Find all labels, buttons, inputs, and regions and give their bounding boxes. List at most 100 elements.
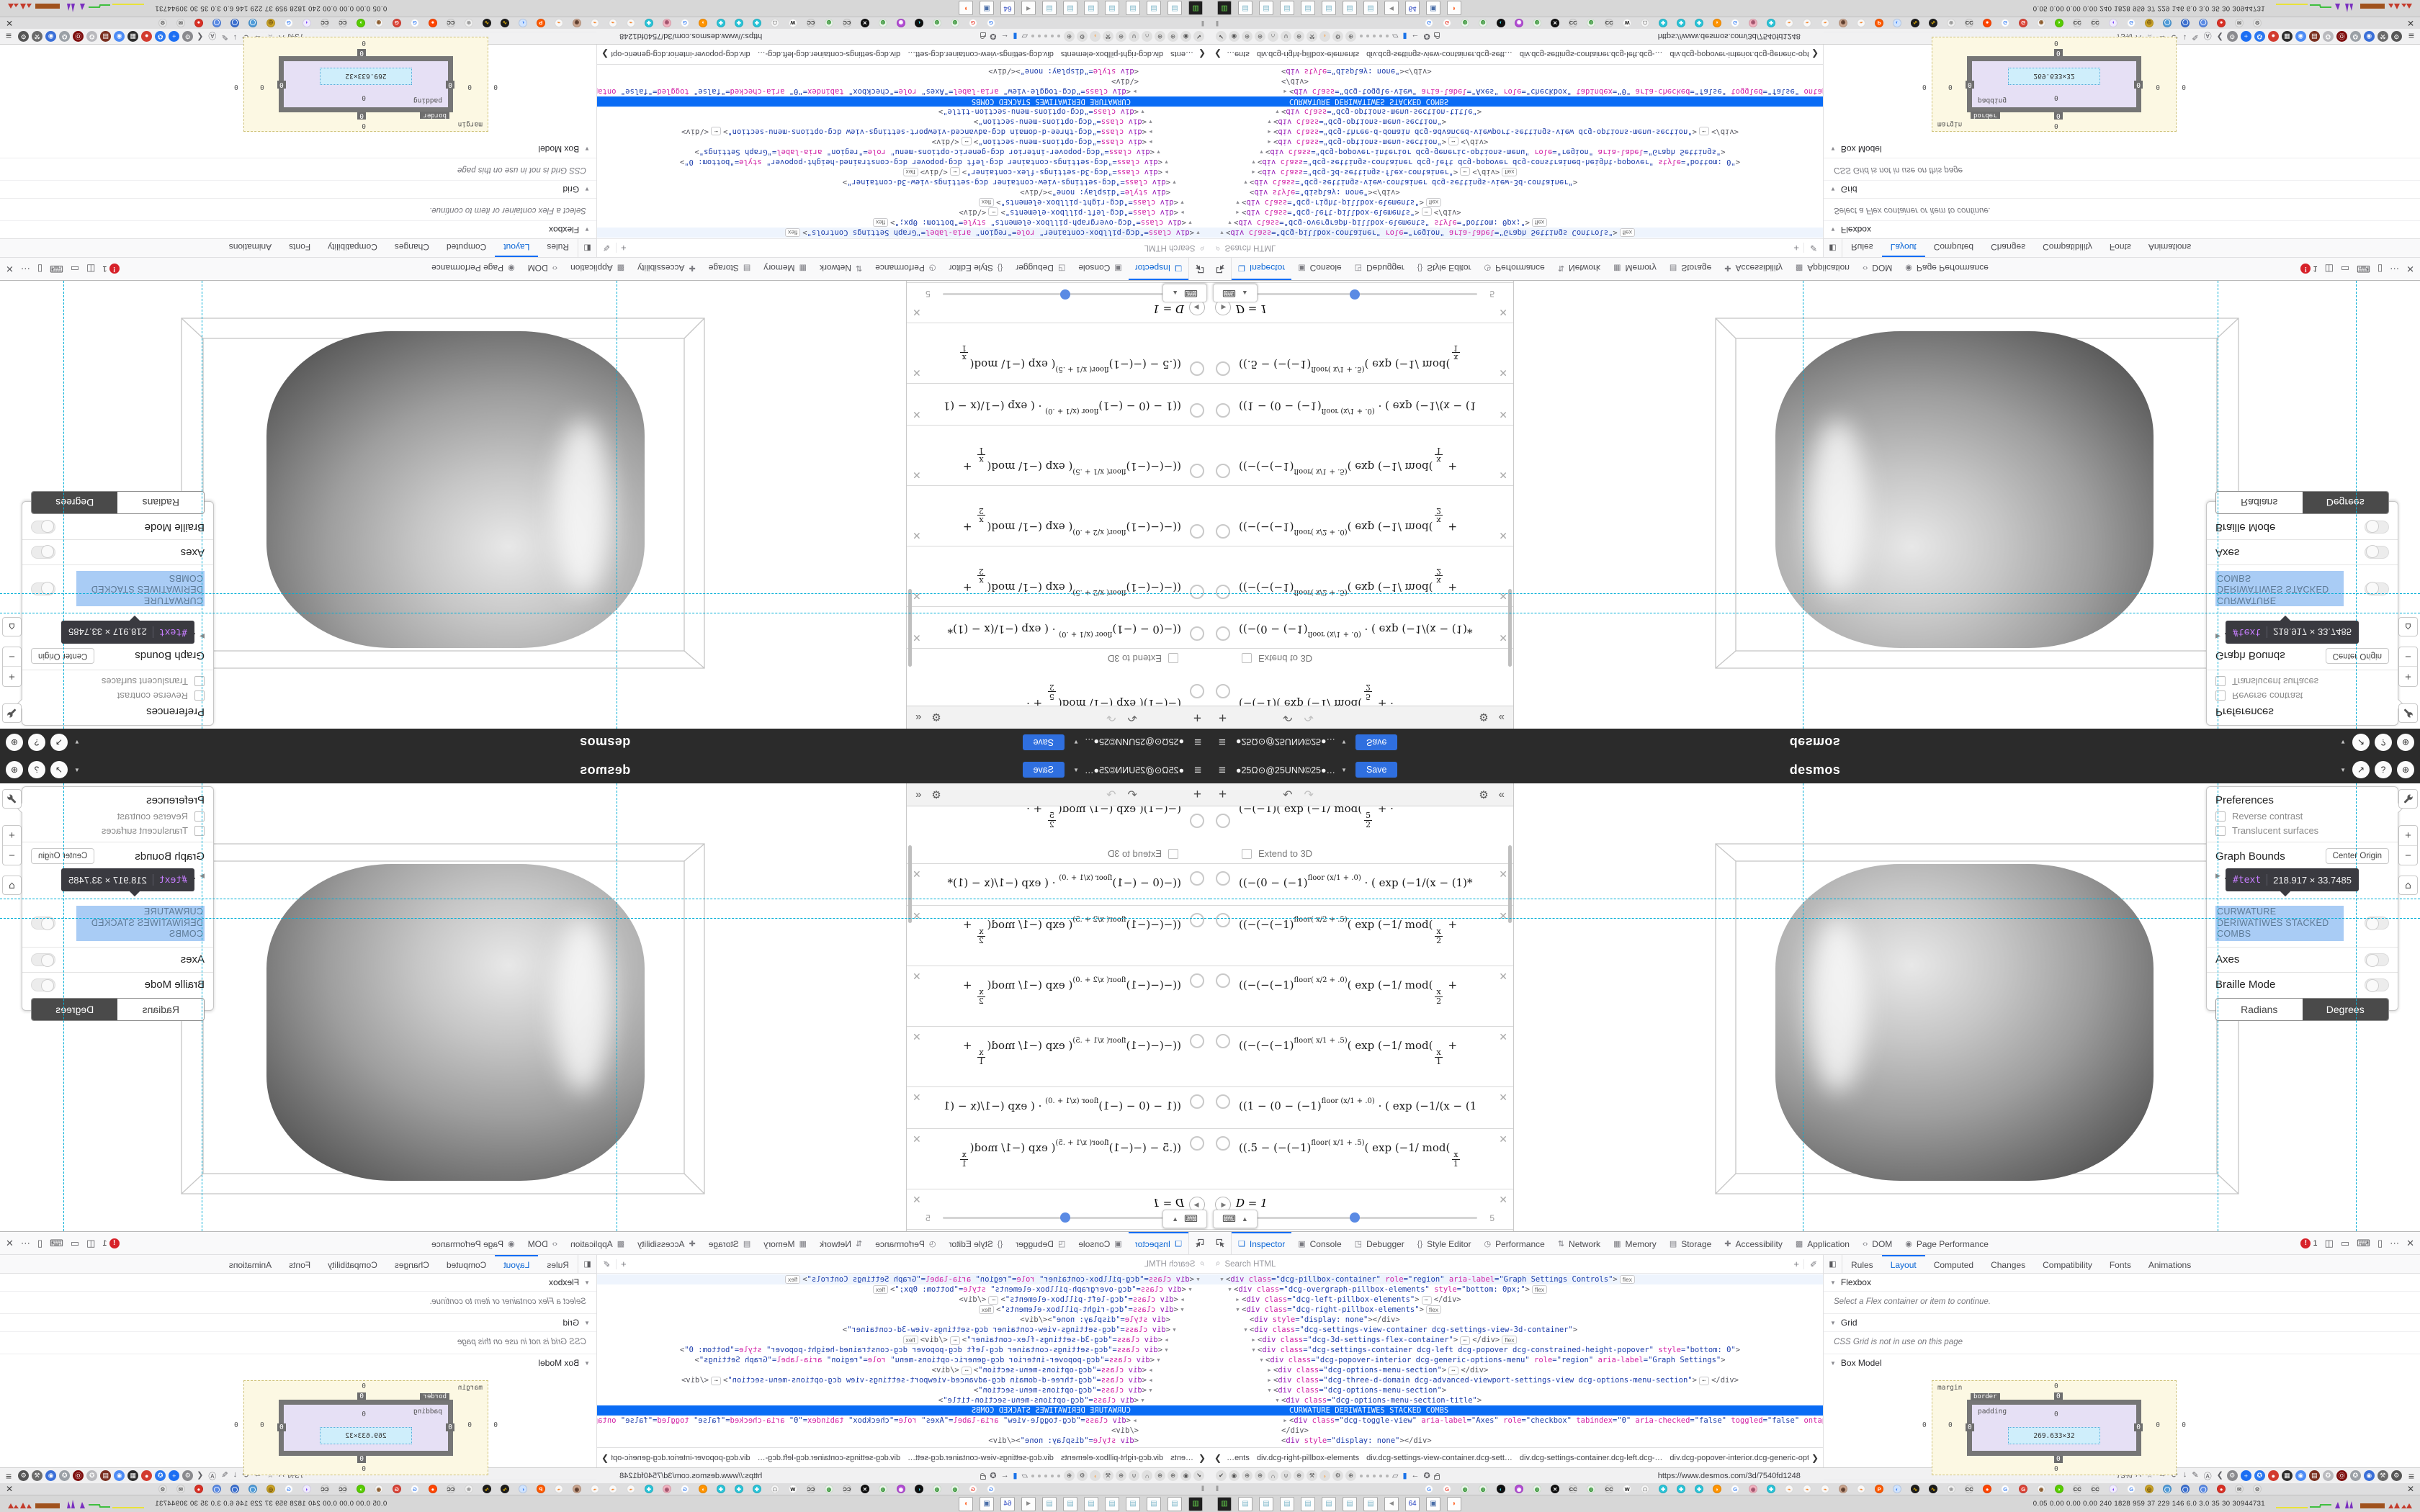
3d-surface-cube[interactable] — [1775, 331, 2154, 648]
browser-tab-favicon[interactable]: ◍ — [1479, 1485, 1488, 1493]
section-toggle[interactable] — [31, 917, 55, 930]
hide-plot-circle-icon[interactable] — [1190, 814, 1204, 828]
markup-tree-line[interactable]: ▶ <div class="dcg-3d-settings-flex-conta… — [1210, 167, 1823, 177]
browser-tab-favicon[interactable]: ◎ — [2145, 19, 2154, 27]
expression-row[interactable]: ((−(−(−1)floor( x/1 + .5)( exp (−1/ mod(… — [1210, 425, 1513, 485]
collapse-panel-icon[interactable]: « — [915, 788, 922, 801]
error-count-badge[interactable]: ! 1 — [2300, 1238, 2318, 1248]
expression-gutter[interactable] — [1184, 966, 1210, 1026]
default-view-button[interactable]: ⌂ — [2398, 876, 2418, 895]
browser-tab-favicon[interactable]: ● — [2217, 1485, 2226, 1493]
twisty-icon[interactable]: ▶ — [1236, 210, 1240, 215]
markup-tree-line[interactable]: ▶ <div class="dcg-3d-settings-flex-conta… — [597, 167, 1210, 177]
markup-tree-line[interactable]: </div> — [1111, 1426, 1139, 1435]
devtools-tab[interactable]: ◳ Debugger — [1354, 263, 1404, 274]
browser-tab-favicon[interactable]: ⚙ — [158, 1485, 167, 1493]
twisty-icon[interactable]: ▼ — [1188, 1287, 1192, 1292]
error-count-badge[interactable]: ! 1 — [102, 264, 120, 274]
browser-tab-favicon[interactable]: W — [788, 1485, 797, 1493]
expression-row[interactable]: ((−(−(−1)floor( x/2 + .0)( exp (−1/ mod(… — [907, 966, 1210, 1027]
browser-tab-favicon[interactable]: ◍ — [878, 1485, 887, 1493]
markup-tree-line[interactable]: ▼ <div class="dcg-right-pillbox-elements… — [597, 197, 1210, 207]
browser-tab-favicon[interactable]: G — [1731, 1485, 1740, 1493]
browser-tab-favicon[interactable]: ◐ — [914, 1485, 923, 1493]
browser-tab-favicon[interactable]: CC — [842, 1485, 851, 1493]
browser-tab-favicon[interactable]: ☖ — [770, 19, 779, 27]
breadcrumb-item[interactable]: div.dcg-settings-view-container.dcg-sett… — [1366, 1453, 1512, 1462]
twisty-icon[interactable]: ▼ — [1268, 1387, 1271, 1393]
sidebar-tab[interactable]: Fonts — [2109, 1259, 2131, 1270]
browser-tab-favicon[interactable]: CC — [1965, 19, 1974, 27]
expression-gutter[interactable] — [1184, 323, 1210, 383]
browser-tab-favicon[interactable]: ∿ — [482, 1485, 491, 1493]
devtools-tab[interactable]: ▤ Storage — [708, 1238, 751, 1249]
markup-tree-line[interactable]: ▶ <div class="dcg-3d-settings-flex-conta… — [597, 1335, 1210, 1345]
breadcrumb-scroll-right-icon[interactable]: ❯ — [601, 49, 609, 60]
browser-tab-favicon[interactable]: ◍ — [932, 19, 941, 27]
browser-tab-favicon[interactable]: ⌁ — [608, 19, 617, 27]
taskbar-app-icon[interactable]: ▤ — [1147, 1496, 1161, 1511]
devtools-tab[interactable]: ▦ Memory — [1613, 1238, 1657, 1249]
expression-math[interactable]: ((−(−(−1)floor( x/2 + .0)( exp (−1/ mod(… — [1239, 976, 1458, 1007]
browser-tab-favicon[interactable]: ◍ — [950, 1485, 959, 1493]
browser-tab-favicon[interactable]: G — [1425, 19, 1434, 27]
sidebar-tab[interactable]: Rules — [547, 1259, 569, 1270]
devtools-tab[interactable]: ‹› DOM — [527, 1238, 558, 1249]
urlbar-action-icon[interactable]: ❮ — [2216, 1470, 2223, 1480]
expression-gutter[interactable] — [1210, 1129, 1236, 1189]
twisty-icon[interactable]: ▶ — [1180, 210, 1184, 215]
devtools-tab[interactable]: ▤ Storage — [1669, 263, 1712, 274]
browser-tab-favicon[interactable]: ✚ — [1767, 19, 1776, 27]
keyboard-toggle[interactable]: ⌨ ▲ — [1213, 284, 1258, 302]
expression-gutter[interactable] — [1210, 546, 1236, 606]
browser-tab-favicon[interactable]: CC — [1605, 19, 1614, 27]
title-caret-icon[interactable]: ▼ — [1341, 739, 1347, 746]
browser-tab-favicon[interactable]: ◗ — [1713, 19, 1722, 27]
graph-settings-wrench-button[interactable] — [2, 789, 22, 809]
edit-list-gear-icon[interactable]: ⚙ — [1479, 788, 1489, 801]
extension-icon[interactable]: ⊕ — [1155, 1470, 1165, 1481]
extension-icon[interactable]: ⚒ — [1307, 1470, 1317, 1481]
browser-tab-favicon[interactable]: ◖ — [2109, 1485, 2118, 1493]
browser-tab-favicon[interactable]: G — [1425, 1485, 1434, 1493]
breadcrumb-item[interactable]: div.dcg-settings-container.dcg-left.dcg-… — [1519, 50, 1663, 59]
markup-tree-line[interactable]: ▼ <div class="dcg-options-menu-section-t… — [1210, 1395, 1823, 1405]
degrees-button[interactable]: Degrees — [32, 492, 118, 514]
chrome-icon[interactable]: ▮ — [1013, 1472, 1018, 1480]
devtools-tab[interactable]: {} Style Editor — [949, 263, 1003, 274]
browser-tab-favicon[interactable]: ◉ — [1749, 19, 1758, 27]
extension-icon[interactable]: ⚙ — [2226, 1470, 2238, 1481]
translucent-surfaces-option[interactable]: Translucent surfaces — [2215, 676, 2389, 687]
sidebar-toggle-icon[interactable]: ◧ — [1824, 1255, 1842, 1273]
browser-tab-favicon[interactable]: ◍ — [1461, 19, 1470, 27]
expression-row[interactable]: ((−(0 − (−1)floor (x/1 + .0) · ( exp (−1… — [907, 864, 1210, 906]
sidebar-tab[interactable]: Changes — [1991, 242, 2026, 253]
extension-icon[interactable]: ∪ — [1281, 31, 1291, 42]
browser-tab-favicon[interactable]: ◍ — [878, 19, 887, 27]
devtools-tab[interactable]: ▤ Storage — [1669, 1238, 1712, 1249]
remove-expression-icon[interactable]: ✕ — [913, 307, 921, 318]
markup-tree-line[interactable]: ▼ <div class="dcg-options-menu-section"> — [1210, 1385, 1823, 1395]
browser-tab-favicon[interactable]: ✉ — [176, 19, 185, 27]
devtools-toolbar-icon[interactable]: ◫ — [2324, 1237, 2334, 1248]
devtools-toolbar-icon[interactable]: ◫ — [2324, 264, 2334, 275]
twisty-icon[interactable]: ▼ — [1260, 149, 1263, 155]
extension-icon[interactable]: ⊕ — [1155, 31, 1165, 42]
markup-tree-line[interactable]: ▼ <div class="dcg-options-menu-section"> — [597, 1385, 1210, 1395]
eyedropper-icon[interactable]: ✐ — [603, 243, 617, 253]
browser-tab-favicon[interactable]: ◎ — [266, 1485, 275, 1493]
remove-expression-icon[interactable]: ✕ — [913, 469, 921, 481]
pick-element-icon[interactable] — [1188, 1232, 1210, 1254]
redo-icon[interactable]: ↷ — [1304, 788, 1314, 801]
remove-expression-icon[interactable]: ✕ — [1499, 1092, 1507, 1103]
browser-tab-favicon[interactable]: G — [392, 19, 401, 27]
expression-gutter[interactable] — [1210, 966, 1236, 1026]
devtools-tab[interactable]: ▩ Application — [570, 263, 625, 274]
twisty-icon[interactable]: ▼ — [1252, 159, 1255, 165]
markup-tree-line[interactable]: ▼ <div class="dcg-settings-container dcg… — [597, 1345, 1210, 1355]
menu-icon[interactable]: ≡ — [1219, 735, 1226, 750]
breadcrumb-scroll-left-icon[interactable]: ❮ — [1214, 49, 1222, 60]
hide-plot-circle-icon[interactable] — [1190, 585, 1204, 599]
expression-gutter[interactable] — [1210, 806, 1236, 863]
chrome-icon[interactable]: ← — [1000, 1471, 1009, 1480]
